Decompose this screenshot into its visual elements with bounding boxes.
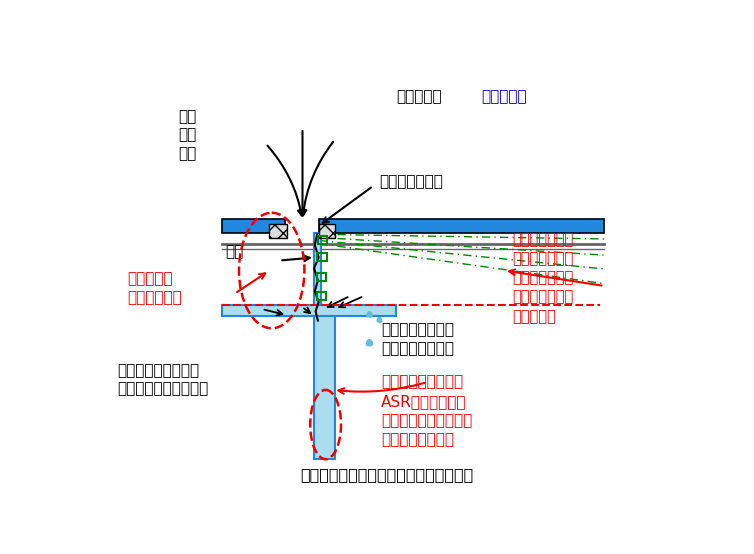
- Bar: [317, 253, 327, 261]
- Bar: [319, 224, 335, 238]
- Bar: [320, 219, 605, 233]
- Polygon shape: [377, 317, 382, 322]
- Text: 湿気がこもり易い
（特に主桁内側）: 湿気がこもり易い （特に主桁内側）: [381, 322, 454, 356]
- Bar: [314, 233, 321, 305]
- Text: 縦断勾配がある
場合に、主桁下
面に沿って塩水
が流れ、主桁の
塩害を誘発: 縦断勾配がある 場合に、主桁下 面に沿って塩水 が流れ、主桁の 塩害を誘発: [512, 232, 573, 324]
- Polygon shape: [366, 340, 372, 346]
- Text: 雨水
土砂
ごみ: 雨水 土砂 ごみ: [178, 109, 196, 161]
- Text: 旧型の伸縮装置: 旧型の伸縮装置: [379, 175, 443, 189]
- Bar: [222, 305, 397, 316]
- Text: 土砂・ごみの堆積は
湿気を保持してしまう: 土砂・ごみの堆積は 湿気を保持してしまう: [118, 363, 209, 397]
- Bar: [222, 219, 285, 233]
- Text: （塩化物）: （塩化物）: [481, 90, 527, 105]
- Bar: [317, 292, 326, 300]
- Text: 主桁や橋台
の塩害を誘発: 主桁や橋台 の塩害を誘発: [127, 271, 182, 305]
- Text: 橋台や橋脚の塩害、
ASR、凍害を誘発
背の高い構造物ほど、
影響範囲が大きい: 橋台や橋脚の塩害、 ASR、凍害を誘発 背の高い構造物ほど、 影響範囲が大きい: [381, 375, 472, 447]
- Bar: [314, 316, 335, 459]
- Text: 遊間: 遊間: [225, 244, 244, 259]
- Text: 凍結防止剤: 凍結防止剤: [397, 90, 442, 105]
- Bar: [318, 236, 327, 244]
- Polygon shape: [366, 312, 372, 317]
- Text: 図－４　道路橋桁端部の漏水とその影響: 図－４ 道路橋桁端部の漏水とその影響: [300, 467, 473, 483]
- Bar: [269, 224, 287, 238]
- Bar: [317, 273, 326, 281]
